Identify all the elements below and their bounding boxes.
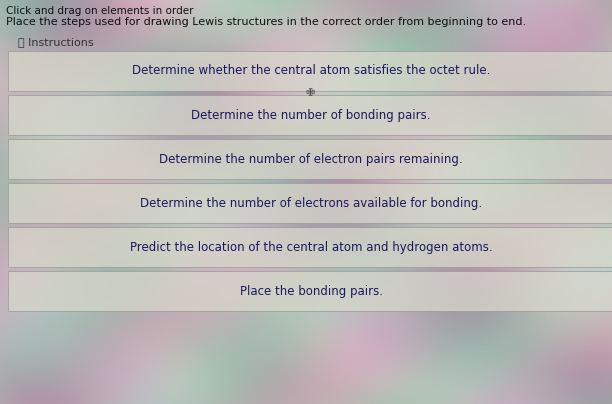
Text: ⓘ Instructions: ⓘ Instructions [18,37,94,47]
Text: Determine the number of electron pairs remaining.: Determine the number of electron pairs r… [159,152,463,166]
FancyBboxPatch shape [8,139,612,179]
Text: Predict the location of the central atom and hydrogen atoms.: Predict the location of the central atom… [130,240,492,253]
Text: Place the steps used for drawing Lewis structures in the correct order from begi: Place the steps used for drawing Lewis s… [6,17,526,27]
FancyBboxPatch shape [8,95,612,135]
Text: Place the bonding pairs.: Place the bonding pairs. [239,284,382,297]
Text: ✙: ✙ [305,88,315,98]
Text: Click and drag on elements in order: Click and drag on elements in order [6,6,193,16]
Text: Determine whether the central atom satisfies the octet rule.: Determine whether the central atom satis… [132,65,490,78]
FancyBboxPatch shape [8,271,612,311]
FancyBboxPatch shape [8,51,612,91]
Text: Determine the number of electrons available for bonding.: Determine the number of electrons availa… [140,196,482,210]
Text: Determine the number of bonding pairs.: Determine the number of bonding pairs. [191,109,431,122]
FancyBboxPatch shape [8,183,612,223]
FancyBboxPatch shape [8,227,612,267]
